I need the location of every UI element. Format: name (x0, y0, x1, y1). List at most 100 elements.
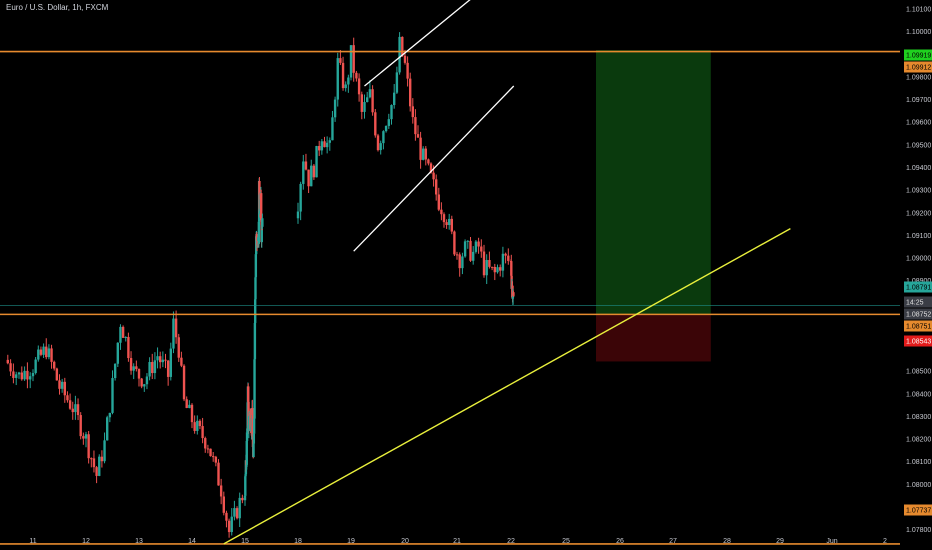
candle-body (442, 214, 446, 223)
candle-body (127, 336, 130, 359)
candle-body (60, 381, 64, 389)
candle-body (379, 143, 382, 151)
price-axis[interactable]: 1.10100 1.10000 1.09800 1.09700 1.09600 1.095… (900, 0, 932, 550)
candle (42, 343, 45, 359)
channel-line-1 (364, 0, 471, 87)
candle-body (341, 62, 345, 89)
candle (198, 419, 202, 430)
time-tick-label: 26 (616, 538, 624, 545)
candle-body (238, 497, 241, 519)
candle (310, 159, 313, 187)
price-tag-background (904, 281, 932, 293)
candle (477, 237, 480, 254)
candle (463, 239, 467, 258)
candle (190, 403, 194, 429)
candle (344, 81, 347, 92)
candle-body (299, 183, 302, 212)
candle-body (47, 348, 51, 358)
price-tag: 1.07737 (904, 504, 932, 516)
price-tag-label: 1.08752 (906, 312, 931, 319)
candle-body (6, 359, 9, 364)
candle-body (137, 369, 141, 379)
candle (37, 345, 40, 362)
candle (493, 263, 496, 281)
price-axis-background (900, 0, 932, 550)
candle-body (79, 415, 82, 437)
candle-body (31, 372, 35, 377)
price-tag: 1.09919 (904, 49, 932, 61)
price-tag-label: 1.09919 (906, 53, 931, 60)
time-tick-label: 27 (669, 538, 677, 545)
candle-body (71, 408, 74, 413)
candle-body (227, 520, 231, 533)
price-tags: 1.09919 1.09912 1.08791 14:25 1.08752 1.08751… (904, 49, 932, 516)
candle-body (472, 251, 475, 261)
candle (121, 325, 125, 338)
candle-body (253, 359, 256, 419)
candle (440, 202, 443, 221)
candle-body (98, 456, 101, 476)
candle-body (371, 89, 374, 113)
candle (355, 70, 358, 82)
candle (328, 137, 331, 151)
time-tick-label: 14 (188, 538, 196, 545)
candle (143, 383, 146, 392)
candle (63, 377, 66, 403)
candle (257, 221, 261, 248)
candle-body (469, 240, 472, 261)
candle (106, 415, 109, 441)
candle-body (180, 357, 183, 366)
price-tick-label: 1.09800 (906, 74, 931, 81)
candle-body (9, 363, 12, 372)
candle (336, 52, 339, 107)
candle (352, 37, 355, 82)
candle-body (504, 253, 507, 256)
candle-body (190, 404, 194, 423)
candle-body (323, 141, 326, 148)
candle-body (116, 342, 119, 364)
price-tick-label: 1.08500 (906, 369, 931, 376)
candle-body (177, 337, 180, 358)
candle-body (331, 117, 334, 141)
candle-body (304, 161, 308, 170)
candle-body (42, 346, 45, 355)
candle-body (121, 326, 125, 338)
candle (31, 369, 35, 382)
candle-body (252, 443, 255, 458)
candle-body (440, 209, 443, 215)
candle-body (185, 399, 188, 408)
time-tick-label: 18 (294, 538, 302, 545)
candle-body (419, 137, 422, 160)
candle (153, 352, 157, 380)
price-tag-label: 1.08751 (906, 324, 931, 331)
candle (435, 174, 438, 201)
candle (480, 239, 483, 258)
candle-body (490, 266, 494, 268)
candle (382, 130, 385, 150)
candle-body (435, 179, 438, 195)
candle-body (458, 254, 461, 269)
time-axis[interactable]: 11 12 13 14 15 18 19 20 21 22 25 26 27 28 29 Jun 2 (29, 538, 887, 545)
candle (363, 94, 366, 119)
price-tag: 1.09912 (904, 61, 932, 73)
candle-body (29, 376, 32, 380)
candle (455, 251, 459, 260)
candle (219, 478, 223, 505)
candle (111, 370, 114, 415)
candle (71, 401, 74, 420)
price-tag-label: 1.08791 (906, 285, 931, 292)
candle (347, 74, 350, 93)
candle (68, 393, 72, 410)
price-tag: 1.08752 (904, 308, 932, 320)
candle (58, 374, 61, 395)
candle-body (172, 318, 175, 349)
candle (390, 104, 393, 125)
candle (214, 455, 218, 467)
candle-body (347, 77, 350, 85)
loss-zone (596, 314, 711, 362)
time-tick-label: 12 (82, 538, 90, 545)
candle-body (453, 231, 456, 255)
candle-body (455, 254, 459, 256)
